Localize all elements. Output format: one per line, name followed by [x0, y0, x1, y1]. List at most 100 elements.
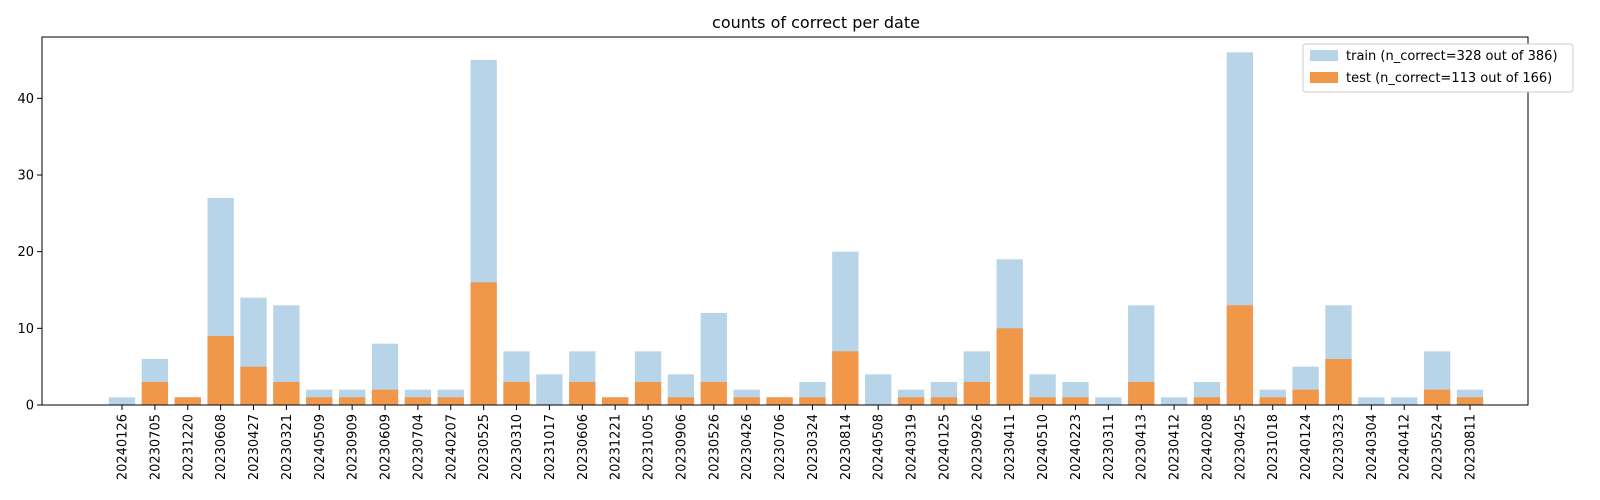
y-tick-label: 20	[17, 245, 34, 260]
legend-label-train: train (n_correct=328 out of 386)	[1346, 49, 1558, 64]
test-bar-20230814	[832, 351, 859, 405]
train-bar-20231017	[536, 374, 563, 405]
test-bar-20230811	[1456, 397, 1484, 405]
x-tick-label: 20230311	[1102, 414, 1117, 480]
x-tick-label: 20240208	[1200, 414, 1215, 480]
test-bar-20230906	[667, 397, 695, 405]
train-bar-20230311	[1095, 397, 1122, 405]
x-tick-label: 20230413	[1135, 414, 1150, 480]
x-tick-label: 20230323	[1332, 414, 1347, 480]
x-tick-label: 20230608	[214, 414, 229, 480]
x-tick-label: 20231221	[609, 414, 624, 480]
x-tick-label: 20230704	[411, 414, 426, 480]
test-bar-20230310	[503, 382, 530, 405]
test-bar-20240319	[897, 397, 925, 405]
legend-box	[1302, 43, 1574, 93]
test-bar-20230524	[1423, 389, 1451, 405]
test-bar-20230705	[141, 382, 169, 405]
test-bar-20240208	[1193, 397, 1221, 405]
train-bar-20240508	[865, 374, 892, 405]
y-tick-label: 10	[17, 322, 34, 337]
test-bar-20230413	[1128, 382, 1155, 405]
x-tick-label: 20230310	[510, 414, 525, 480]
y-tick-label: 40	[17, 92, 34, 107]
test-bar-20230706	[766, 397, 793, 405]
test-bar-20230606	[569, 382, 596, 405]
x-tick-label: 20230705	[148, 414, 163, 480]
test-bar-20230526	[700, 382, 727, 405]
x-tick-label: 20230412	[1168, 414, 1183, 480]
x-tick-label: 20230811	[1464, 414, 1479, 480]
test-bar-20231220	[174, 397, 201, 405]
test-bar-20230926	[963, 382, 990, 405]
test-bar-20231005	[634, 382, 662, 405]
test-bar-20230427	[240, 366, 267, 405]
x-tick-label: 20230814	[839, 414, 854, 480]
test-bar-20230425	[1226, 305, 1253, 405]
test-bar-20231018	[1259, 397, 1286, 405]
x-tick-label: 20231018	[1266, 414, 1281, 480]
test-bar-20230704	[404, 397, 432, 405]
x-tick-label: 20231220	[181, 414, 196, 480]
test-bar-20230324	[799, 397, 826, 405]
legend-label-test: test (n_correct=113 out of 166)	[1346, 71, 1552, 86]
x-tick-label: 20240319	[905, 414, 920, 480]
x-tick-label: 20230909	[346, 414, 361, 480]
x-tick-label: 20240125	[937, 414, 952, 480]
test-bar-20231221	[602, 397, 629, 405]
x-tick-label: 20240508	[872, 414, 887, 480]
x-axis: 20240126 20230705 20231220 20230608 20230427…	[116, 405, 1479, 480]
chart-title: counts of correct per date	[712, 13, 920, 32]
x-tick-label: 20240223	[1069, 414, 1084, 480]
test-bar-20230525	[470, 282, 497, 405]
x-tick-label: 20240207	[444, 414, 459, 480]
test-bar-20240207	[437, 397, 464, 405]
x-tick-label: 20240126	[116, 414, 131, 480]
x-tick-label: 20230324	[806, 414, 821, 480]
test-bar-20230909	[339, 397, 366, 405]
legend-swatch-train	[1310, 50, 1338, 61]
test-bar-20240223	[1062, 397, 1089, 405]
y-tick-label: 30	[17, 169, 34, 184]
x-tick-label: 20230609	[379, 414, 394, 480]
test-bar-20240124	[1292, 389, 1319, 405]
x-tick-label: 20240124	[1299, 414, 1314, 480]
x-tick-label: 20240304	[1365, 414, 1380, 480]
x-tick-label: 20230926	[970, 414, 985, 480]
x-tick-label: 20230427	[247, 414, 262, 480]
test-bar-20230609	[371, 389, 399, 405]
legend: train (n_correct=328 out of 386) test (n…	[1302, 43, 1574, 93]
x-tick-label: 20230411	[1003, 414, 1018, 480]
test-bar-20230323	[1325, 359, 1352, 405]
x-tick-label: 20240509	[313, 414, 328, 480]
x-tick-label: 20230524	[1431, 414, 1446, 480]
y-axis: 0 10 20 30 40	[17, 92, 42, 414]
plot-frame	[41, 36, 1529, 406]
legend-swatch-test	[1310, 72, 1338, 83]
x-tick-label: 20230321	[280, 414, 295, 480]
test-bar-20230411	[996, 328, 1023, 405]
test-bar-20240509	[306, 397, 333, 405]
x-tick-label: 20230526	[707, 414, 722, 480]
test-bars	[141, 282, 1484, 405]
x-tick-label: 20230706	[773, 414, 788, 480]
x-tick-label: 20230606	[576, 414, 591, 480]
test-bar-20230608	[207, 336, 234, 405]
test-bar-20240125	[930, 397, 958, 405]
train-bar-20240412	[1391, 397, 1418, 405]
x-tick-label: 20240412	[1398, 414, 1413, 480]
x-tick-label: 20231017	[543, 414, 558, 480]
y-tick-label: 0	[26, 399, 34, 414]
test-bar-20230426	[733, 397, 760, 405]
x-tick-label: 20230425	[1233, 414, 1248, 480]
x-tick-label: 20231005	[642, 414, 657, 480]
x-tick-label: 20230426	[740, 414, 755, 480]
train-bar-20230412	[1160, 397, 1188, 405]
x-tick-label: 20230906	[674, 414, 689, 480]
train-bar-20240304	[1358, 397, 1385, 405]
train-bars	[108, 52, 1484, 405]
test-bar-20240510	[1029, 397, 1056, 405]
x-tick-label: 20240510	[1036, 414, 1051, 480]
